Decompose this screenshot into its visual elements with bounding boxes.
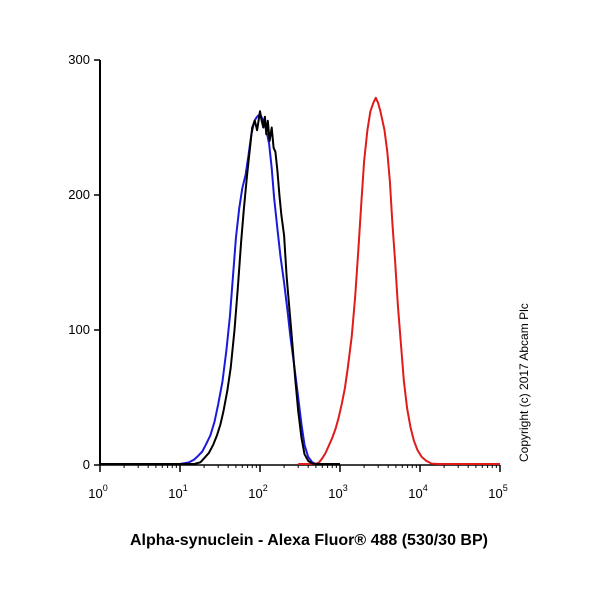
x-ticks: 100 101 102 103 104 105 xyxy=(88,465,508,501)
x-tick-label: 101 xyxy=(168,483,187,501)
series-line-2 xyxy=(298,96,500,465)
x-tick-label: 100 xyxy=(88,483,107,501)
x-tick-exponent: 3 xyxy=(343,483,348,493)
x-tick-label: 105 xyxy=(488,483,507,501)
y-tick-label: 0 xyxy=(83,457,90,472)
y-tick-label: 200 xyxy=(68,187,90,202)
series-group xyxy=(100,96,500,465)
x-tick-base: 10 xyxy=(88,486,102,501)
x-tick-base: 10 xyxy=(488,486,502,501)
series-line-1 xyxy=(100,110,340,465)
y-tick-label: 100 xyxy=(68,322,90,337)
x-minor-ticks xyxy=(123,465,497,468)
x-tick-base: 10 xyxy=(168,486,182,501)
x-tick-exponent: 2 xyxy=(263,483,268,493)
x-tick-base: 10 xyxy=(328,486,342,501)
copyright-annotation: Copyright (c) 2017 Abcam Plc xyxy=(517,303,531,462)
x-tick-exponent: 5 xyxy=(503,483,508,493)
x-tick-label: 102 xyxy=(248,483,267,501)
y-ticks: 0 100 200 300 xyxy=(68,52,100,472)
series-line-0 xyxy=(100,113,340,465)
x-tick-base: 10 xyxy=(408,486,422,501)
y-tick-label: 300 xyxy=(68,52,90,67)
x-tick-exponent: 0 xyxy=(103,483,108,493)
x-tick-label: 104 xyxy=(408,483,427,501)
x-tick-exponent: 1 xyxy=(183,483,188,493)
x-tick-label: 103 xyxy=(328,483,347,501)
x-tick-base: 10 xyxy=(248,486,262,501)
x-tick-exponent: 4 xyxy=(423,483,428,493)
x-axis-label: Alpha-synuclein - Alexa Fluor® 488 (530/… xyxy=(130,532,488,549)
